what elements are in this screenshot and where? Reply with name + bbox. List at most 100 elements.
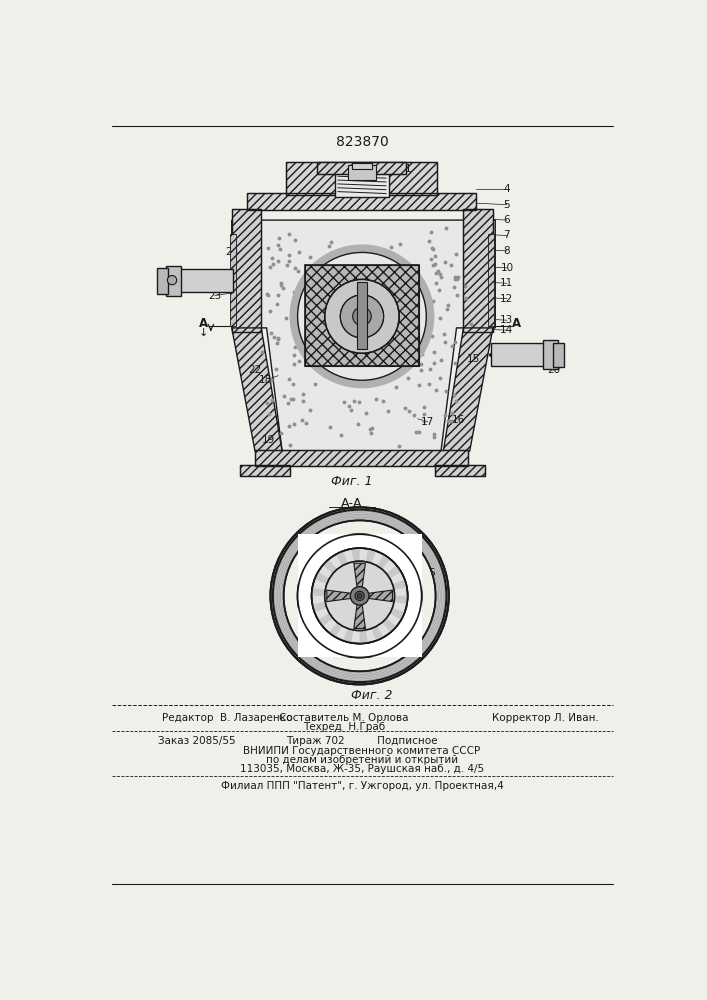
- Bar: [305, 265, 419, 366]
- Text: 7: 7: [503, 231, 510, 240]
- Bar: [286, 162, 437, 195]
- Text: 25: 25: [225, 247, 238, 257]
- Text: Тираж 702          Подписное: Тираж 702 Подписное: [286, 736, 438, 746]
- Bar: [464, 209, 493, 332]
- Circle shape: [284, 520, 436, 671]
- Bar: [166, 266, 182, 296]
- Text: 11: 11: [501, 278, 513, 288]
- Bar: [230, 234, 236, 326]
- Polygon shape: [232, 328, 282, 451]
- Polygon shape: [367, 590, 392, 602]
- Polygon shape: [232, 220, 495, 451]
- Text: 6: 6: [503, 215, 510, 225]
- Bar: [491, 343, 547, 366]
- Circle shape: [325, 279, 399, 353]
- Polygon shape: [443, 328, 493, 451]
- Bar: [335, 168, 389, 197]
- Text: Филиал ППП "Патент", г. Ужгород, ул. Проектная,4: Филиал ППП "Патент", г. Ужгород, ул. Про…: [221, 781, 503, 791]
- Wedge shape: [315, 572, 329, 584]
- Text: по делам изобретений и открытий: по делам изобретений и открытий: [266, 755, 458, 765]
- Bar: [489, 234, 494, 326]
- Text: 14: 14: [501, 325, 513, 335]
- Bar: [232, 209, 261, 332]
- Circle shape: [293, 249, 430, 384]
- Text: ВНИИПИ Государственного комитета СССР: ВНИИПИ Государственного комитета СССР: [243, 746, 481, 756]
- Bar: [255, 450, 468, 466]
- Text: 22: 22: [248, 365, 262, 375]
- Wedge shape: [312, 602, 327, 612]
- Circle shape: [353, 307, 371, 326]
- Bar: [232, 209, 261, 332]
- Wedge shape: [366, 549, 376, 563]
- Circle shape: [312, 548, 408, 644]
- Text: 113035, Москва, Ж-35, Раушская наб., д. 4/5: 113035, Москва, Ж-35, Раушская наб., д. …: [240, 764, 484, 774]
- Bar: [542, 340, 558, 369]
- Text: Редактор  В. Лазаренко: Редактор В. Лазаренко: [162, 713, 293, 723]
- Bar: [554, 343, 564, 367]
- Wedge shape: [360, 630, 368, 644]
- Wedge shape: [336, 551, 348, 566]
- Text: 3: 3: [363, 163, 369, 173]
- Text: 16: 16: [452, 415, 465, 425]
- Text: 20: 20: [547, 365, 560, 375]
- Text: 19: 19: [262, 435, 275, 445]
- Text: 23: 23: [208, 291, 221, 301]
- Bar: [240, 465, 290, 476]
- Wedge shape: [386, 565, 402, 579]
- Circle shape: [168, 276, 177, 285]
- Text: 13: 13: [501, 315, 513, 325]
- Text: А: А: [199, 317, 208, 330]
- Text: 8: 8: [503, 246, 510, 256]
- Wedge shape: [372, 626, 384, 641]
- Polygon shape: [327, 590, 352, 602]
- Bar: [298, 534, 421, 657]
- Wedge shape: [323, 559, 337, 574]
- Bar: [464, 209, 493, 332]
- Text: 24: 24: [163, 269, 176, 279]
- Bar: [156, 268, 168, 294]
- Bar: [255, 450, 468, 466]
- Text: 1: 1: [405, 164, 411, 174]
- Wedge shape: [329, 622, 342, 637]
- Text: 17: 17: [421, 417, 434, 427]
- Bar: [240, 465, 290, 476]
- Bar: [247, 193, 476, 210]
- Text: Корректор Л. Иван.: Корректор Л. Иван.: [492, 713, 599, 723]
- Wedge shape: [392, 580, 407, 590]
- Wedge shape: [394, 596, 408, 604]
- Wedge shape: [343, 628, 354, 643]
- Bar: [247, 193, 476, 210]
- Text: 10: 10: [501, 263, 513, 273]
- Bar: [305, 265, 419, 366]
- Bar: [352, 163, 372, 169]
- Circle shape: [340, 295, 384, 338]
- Circle shape: [298, 534, 421, 657]
- Text: 2: 2: [376, 164, 383, 174]
- Text: Составитель М. Орлова: Составитель М. Орлова: [279, 713, 409, 723]
- Text: А-А: А-А: [341, 497, 363, 510]
- Text: 15: 15: [467, 354, 480, 364]
- Circle shape: [357, 594, 362, 598]
- Bar: [177, 269, 233, 292]
- Circle shape: [298, 252, 426, 380]
- Wedge shape: [312, 588, 325, 596]
- Bar: [317, 162, 406, 174]
- Text: 9: 9: [211, 275, 218, 285]
- Text: 18: 18: [259, 375, 271, 385]
- Text: Фиг. 1: Фиг. 1: [331, 475, 373, 488]
- Text: 823870: 823870: [336, 135, 388, 149]
- Text: Фиг. 2: Фиг. 2: [351, 689, 392, 702]
- Polygon shape: [354, 563, 366, 589]
- Text: 12: 12: [501, 294, 513, 304]
- Bar: [286, 162, 437, 195]
- Circle shape: [271, 507, 449, 684]
- Bar: [317, 162, 406, 174]
- Text: 21: 21: [547, 346, 560, 356]
- Text: 5: 5: [503, 200, 510, 210]
- Text: 4: 4: [503, 184, 510, 194]
- Circle shape: [351, 587, 369, 605]
- Wedge shape: [390, 608, 405, 620]
- Wedge shape: [318, 613, 333, 627]
- Bar: [357, 282, 367, 349]
- Text: ↓: ↓: [199, 328, 208, 338]
